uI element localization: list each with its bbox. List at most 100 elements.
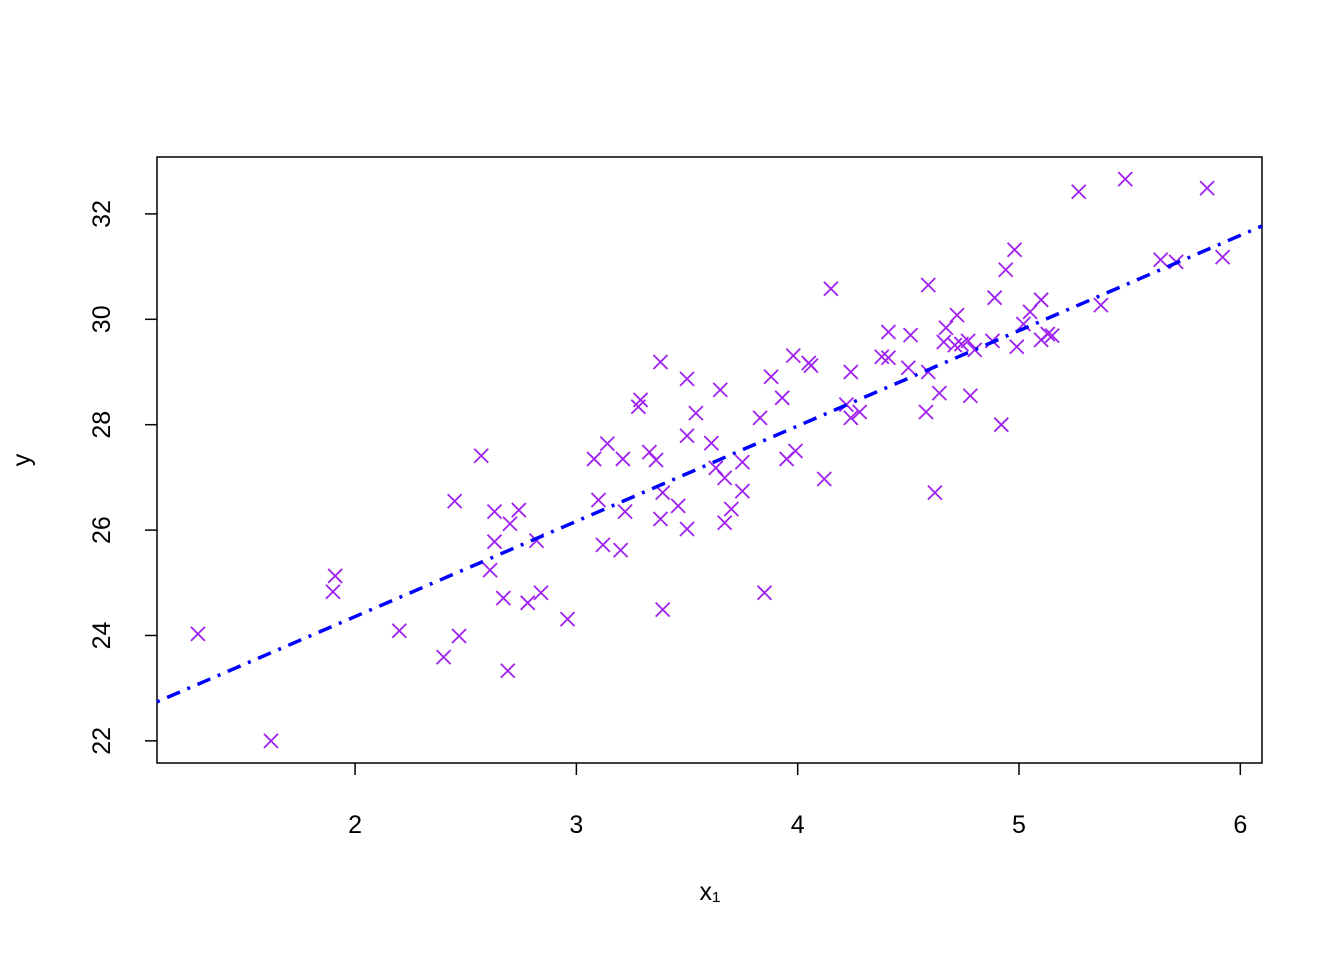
point [947, 337, 963, 353]
point [1009, 339, 1025, 355]
point [327, 568, 343, 584]
point [1006, 242, 1023, 258]
point [936, 334, 952, 350]
point [763, 369, 779, 385]
point [803, 358, 819, 374]
point [391, 623, 407, 639]
point [752, 410, 768, 426]
y-tick-label: 24 [88, 621, 116, 649]
point [495, 590, 511, 606]
point [734, 483, 751, 499]
point [679, 371, 695, 387]
point [900, 360, 916, 376]
x-tick-label: 5 [1012, 811, 1026, 839]
point [511, 502, 527, 518]
point [874, 349, 890, 365]
point [473, 448, 489, 464]
point [880, 324, 897, 340]
point [679, 521, 695, 537]
point [502, 516, 518, 532]
point [902, 327, 919, 343]
point [648, 452, 664, 468]
point [703, 435, 720, 451]
point [263, 733, 279, 749]
point [960, 333, 976, 349]
point [920, 277, 936, 293]
point [482, 562, 498, 578]
point [787, 443, 804, 459]
point [688, 405, 704, 421]
point [998, 262, 1014, 278]
point [927, 485, 943, 501]
point [949, 307, 965, 323]
point [1071, 184, 1087, 200]
point [938, 320, 954, 336]
point [520, 595, 536, 611]
y-tick-label: 26 [88, 516, 116, 544]
point [1214, 249, 1231, 265]
x-axis-label: x₁ [700, 878, 721, 906]
point [843, 364, 859, 380]
point [590, 492, 607, 508]
point [967, 342, 983, 358]
point [774, 390, 790, 406]
point [500, 663, 516, 679]
point [712, 382, 728, 398]
point [717, 515, 733, 531]
point [486, 504, 503, 520]
point [613, 542, 629, 558]
point [931, 385, 947, 401]
fit-line [156, 224, 1263, 704]
x-tick-label: 2 [348, 811, 362, 839]
x-tick-label: 3 [569, 811, 583, 839]
point [987, 290, 1003, 306]
point [880, 350, 897, 366]
point [533, 585, 549, 601]
y-tick-label: 22 [88, 727, 116, 755]
point [717, 470, 733, 486]
point [617, 504, 633, 520]
point [1093, 297, 1109, 313]
point [962, 388, 978, 404]
point [486, 534, 503, 550]
y-axis-label: y [8, 453, 36, 466]
point [1153, 252, 1169, 268]
point [723, 501, 739, 517]
point [435, 649, 452, 665]
point [1044, 328, 1060, 344]
point [1117, 171, 1133, 187]
point [615, 451, 631, 467]
point [734, 454, 751, 470]
point [1033, 292, 1049, 308]
point [816, 471, 832, 487]
point [190, 626, 206, 642]
point [630, 399, 646, 415]
point [679, 428, 695, 444]
point [785, 348, 801, 364]
point [918, 404, 934, 420]
point [586, 451, 602, 467]
point [599, 436, 616, 452]
point [559, 611, 576, 627]
x-tick-label: 4 [791, 811, 805, 839]
point [447, 493, 463, 509]
point [652, 354, 669, 370]
y-tick-label: 30 [88, 305, 116, 333]
y-tick-label: 28 [88, 411, 116, 439]
point [1199, 180, 1215, 196]
point [993, 417, 1009, 433]
point [595, 537, 611, 553]
point [756, 585, 773, 601]
point [1040, 326, 1056, 342]
x-tick-label: 6 [1233, 811, 1247, 839]
point [1015, 316, 1032, 332]
plot-frame [156, 156, 1263, 764]
point [655, 602, 671, 618]
point [843, 410, 859, 426]
point [670, 498, 686, 514]
point [823, 281, 839, 297]
y-tick-label: 32 [88, 200, 116, 228]
point [652, 511, 669, 527]
point [325, 584, 341, 600]
